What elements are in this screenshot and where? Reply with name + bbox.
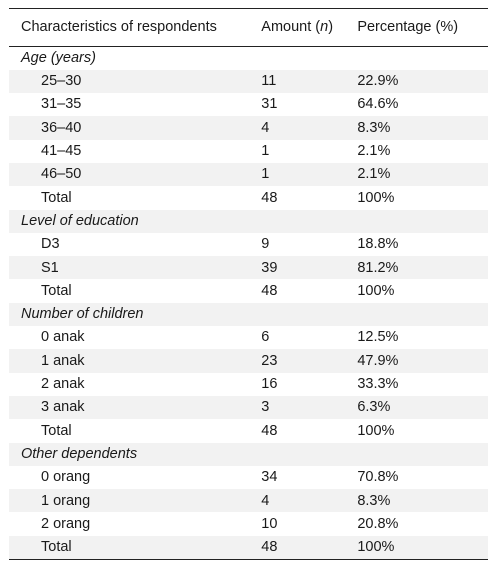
row-percentage: 8.3%: [357, 116, 488, 140]
group-title: Other dependents: [9, 442, 488, 466]
table-row: Total 48 100%: [9, 186, 488, 209]
header-amount-variable: n: [320, 19, 329, 36]
row-amount: 6: [261, 329, 270, 346]
row-label: 31–35: [41, 96, 82, 113]
header-amount: Amount (n): [261, 8, 358, 47]
row-label: 3 anak: [9, 395, 262, 420]
header-characteristics: Characteristics of respondents: [9, 8, 262, 47]
table-row: 1 anak 23 47.9%: [9, 349, 488, 373]
row-label: Total: [41, 189, 72, 206]
table-row: Total 48 100%: [9, 535, 488, 560]
row-amount: 23: [261, 349, 358, 373]
row-label: Total: [41, 422, 72, 439]
row-percentage: 64.6%: [357, 96, 399, 113]
table-row: 1 orang 4 8.3%: [9, 489, 488, 513]
row-label: 2 orang: [41, 515, 91, 532]
group-header-row: Level of education: [9, 209, 488, 233]
row-label: Total: [9, 535, 262, 560]
table-row: 0 anak 6 12.5%: [9, 326, 488, 349]
table-row: 25–30 11 22.9%: [9, 69, 488, 94]
table-row: 2 orang 10 20.8%: [9, 512, 488, 535]
header-amount-prefix: Amount (: [261, 19, 321, 36]
row-label: 36–40: [9, 116, 262, 140]
table-row: S1 39 81.2%: [9, 256, 488, 280]
row-percentage: 33.3%: [357, 376, 399, 393]
row-label: 1 anak: [9, 349, 262, 373]
row-amount: 48: [261, 535, 358, 560]
table-row: 41–45 1 2.1%: [9, 140, 488, 163]
header-percentage: Percentage (%): [357, 8, 488, 47]
row-percentage: 20.8%: [357, 515, 399, 532]
header-row: Characteristics of respondents Amount (n…: [9, 8, 488, 47]
row-percentage: 70.8%: [357, 469, 399, 486]
row-amount: 11: [261, 69, 358, 94]
row-label: D3: [41, 236, 60, 253]
row-label: 2 anak: [41, 376, 85, 393]
row-amount: 31: [261, 96, 278, 113]
row-amount: 48: [261, 189, 278, 206]
group-header-row: Number of children: [9, 302, 488, 327]
row-amount: 16: [261, 376, 278, 393]
row-amount: 39: [261, 256, 358, 280]
group-title: Level of education: [9, 209, 488, 233]
row-amount: 48: [261, 282, 278, 299]
table-row: Total 48 100%: [9, 279, 488, 302]
table-header: Characteristics of respondents Amount (n…: [9, 8, 488, 47]
row-percentage: 100%: [357, 282, 395, 299]
row-percentage: 6.3%: [357, 395, 488, 420]
row-percentage: 47.9%: [357, 349, 488, 373]
header-amount-suffix: ): [328, 19, 334, 36]
row-percentage: 100%: [357, 189, 395, 206]
row-label: 41–45: [41, 143, 82, 160]
table-row: 2 anak 16 33.3%: [9, 373, 488, 396]
row-percentage: 100%: [357, 535, 488, 560]
row-percentage: 22.9%: [357, 69, 488, 94]
table-row: 31–35 31 64.6%: [9, 93, 488, 116]
row-percentage: 2.1%: [357, 143, 391, 160]
row-label: 1 orang: [9, 489, 262, 513]
table-row: D3 9 18.8%: [9, 233, 488, 256]
table-row: 3 anak 3 6.3%: [9, 395, 488, 420]
row-label: Total: [41, 282, 72, 299]
row-amount: 48: [261, 422, 278, 439]
table-row: 0 orang 34 70.8%: [9, 466, 488, 489]
group-title: Number of children: [9, 302, 488, 327]
row-amount: 3: [261, 395, 358, 420]
table-body: Age (years) 25–30 11 22.9% 31–35 31 64.6% 36–40…: [9, 47, 488, 560]
row-label: 25–30: [9, 69, 262, 94]
row-percentage: 8.3%: [357, 489, 488, 513]
row-label: 0 orang: [41, 469, 91, 486]
row-amount: 10: [261, 515, 278, 532]
table-row: 36–40 4 8.3%: [9, 116, 488, 140]
table-row: 46–50 1 2.1%: [9, 162, 488, 187]
row-label: S1: [9, 256, 262, 280]
row-percentage: 2.1%: [357, 162, 488, 187]
table-row: Total 48 100%: [9, 419, 488, 442]
row-percentage: 100%: [357, 422, 395, 439]
row-label: 0 anak: [41, 329, 85, 346]
row-amount: 34: [261, 469, 278, 486]
row-amount: 4: [261, 489, 358, 513]
group-header-row: Other dependents: [9, 442, 488, 466]
group-header-row: Age (years): [9, 47, 488, 70]
row-percentage: 18.8%: [357, 236, 399, 253]
row-label: 46–50: [9, 162, 262, 187]
group-title: Age (years): [21, 50, 96, 67]
row-amount: 4: [261, 116, 358, 140]
row-percentage: 81.2%: [357, 256, 488, 280]
row-percentage: 12.5%: [357, 329, 399, 346]
row-amount: 1: [261, 143, 270, 160]
respondent-characteristics-table-wrapper: Characteristics of respondents Amount (n…: [9, 8, 488, 560]
row-amount: 9: [261, 236, 270, 253]
respondent-characteristics-table: Characteristics of respondents Amount (n…: [9, 8, 488, 560]
row-amount: 1: [261, 162, 358, 187]
